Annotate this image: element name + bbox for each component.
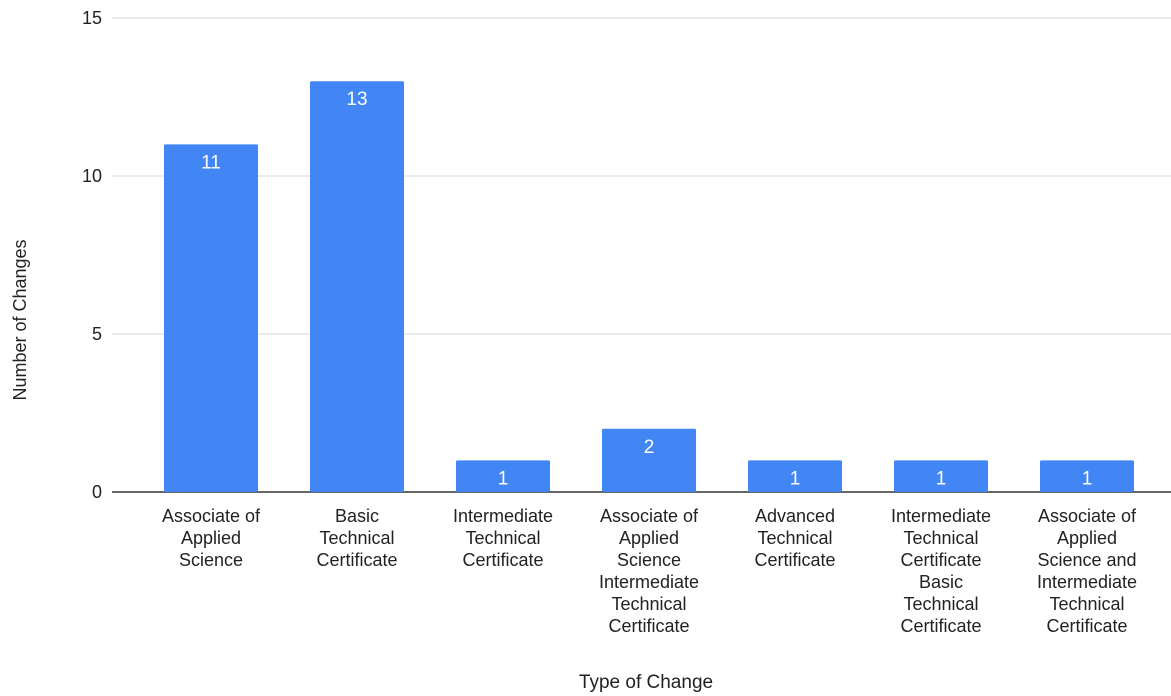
x-tick-label: Intermediate Technical Certificate Basic Tec… [891, 506, 991, 636]
x-tick-label: Associate of Applied Science [162, 506, 261, 570]
x-tick-label-line: Technical [1049, 594, 1124, 614]
x-axis-title: Type of Change [579, 672, 713, 693]
x-tick-label: Basic Technical Certificate [316, 506, 397, 570]
x-tick-label-line: Certificate [1046, 616, 1127, 636]
x-tick-label-line: Applied [1057, 528, 1117, 548]
bar [456, 460, 550, 492]
x-tick-label-line: Technical [757, 528, 832, 548]
x-tick-label-line: Applied [181, 528, 241, 548]
x-tick-label-line: Associate of [600, 506, 699, 526]
x-tick-label-line: Intermediate [1037, 572, 1137, 592]
y-tick-label: 5 [92, 324, 102, 344]
y-tick-label: 0 [92, 482, 102, 502]
x-tick-label-line: Intermediate [599, 572, 699, 592]
x-tick-label: Advanced Technical Certificate [754, 506, 835, 570]
data-label: 13 [346, 89, 367, 110]
x-tick-label-line: Intermediate [453, 506, 553, 526]
x-tick-label-line: Certificate [316, 550, 397, 570]
x-tick-label-line: Intermediate [891, 506, 991, 526]
bar [164, 144, 258, 492]
x-tick-label-line: Technical [903, 594, 978, 614]
bar [310, 81, 404, 492]
x-tick-label-line: Associate of [1038, 506, 1137, 526]
gridlines [112, 17, 1171, 493]
x-tick-label-line: Certificate [608, 616, 689, 636]
x-tick-label: Associate of Applied Science and Intermedia… [1037, 506, 1137, 636]
y-tick-label: 10 [82, 166, 102, 186]
bars [164, 81, 1134, 492]
x-tick-label-line: Technical [465, 528, 540, 548]
data-label: 1 [498, 468, 509, 489]
x-tick-label-line: Technical [319, 528, 394, 548]
x-tick-label: Intermediate Technical Certificate [453, 506, 553, 570]
x-tick-label-line: Certificate [754, 550, 835, 570]
x-tick-label: Associate of Applied Science Intermediate Te… [599, 506, 699, 636]
x-tick-label-line: Basic [919, 572, 963, 592]
x-tick-label-line: Certificate [900, 550, 981, 570]
y-tick-labels: 0 5 10 15 [82, 8, 102, 502]
x-tick-label-line: Science and [1037, 550, 1136, 570]
x-tick-label-line: Science [617, 550, 681, 570]
y-tick-label: 15 [82, 8, 102, 28]
data-label: 1 [790, 468, 801, 489]
x-tick-label-line: Technical [611, 594, 686, 614]
x-tick-label-line: Technical [903, 528, 978, 548]
x-tick-label-line: Basic [335, 506, 379, 526]
bar [1040, 460, 1134, 492]
data-label: 11 [201, 152, 221, 173]
x-tick-label-line: Certificate [900, 616, 981, 636]
bar [894, 460, 988, 492]
x-tick-label-line: Applied [619, 528, 679, 548]
y-axis-title: Number of Changes [10, 239, 30, 400]
x-tick-label-line: Certificate [462, 550, 543, 570]
x-tick-label-line: Advanced [755, 506, 835, 526]
bar [748, 460, 842, 492]
bar [602, 428, 696, 492]
data-label: 1 [936, 468, 947, 489]
data-label: 2 [644, 437, 655, 458]
data-label: 1 [1082, 468, 1093, 489]
x-tick-label-line: Associate of [162, 506, 261, 526]
x-tick-label-line: Science [179, 550, 243, 570]
